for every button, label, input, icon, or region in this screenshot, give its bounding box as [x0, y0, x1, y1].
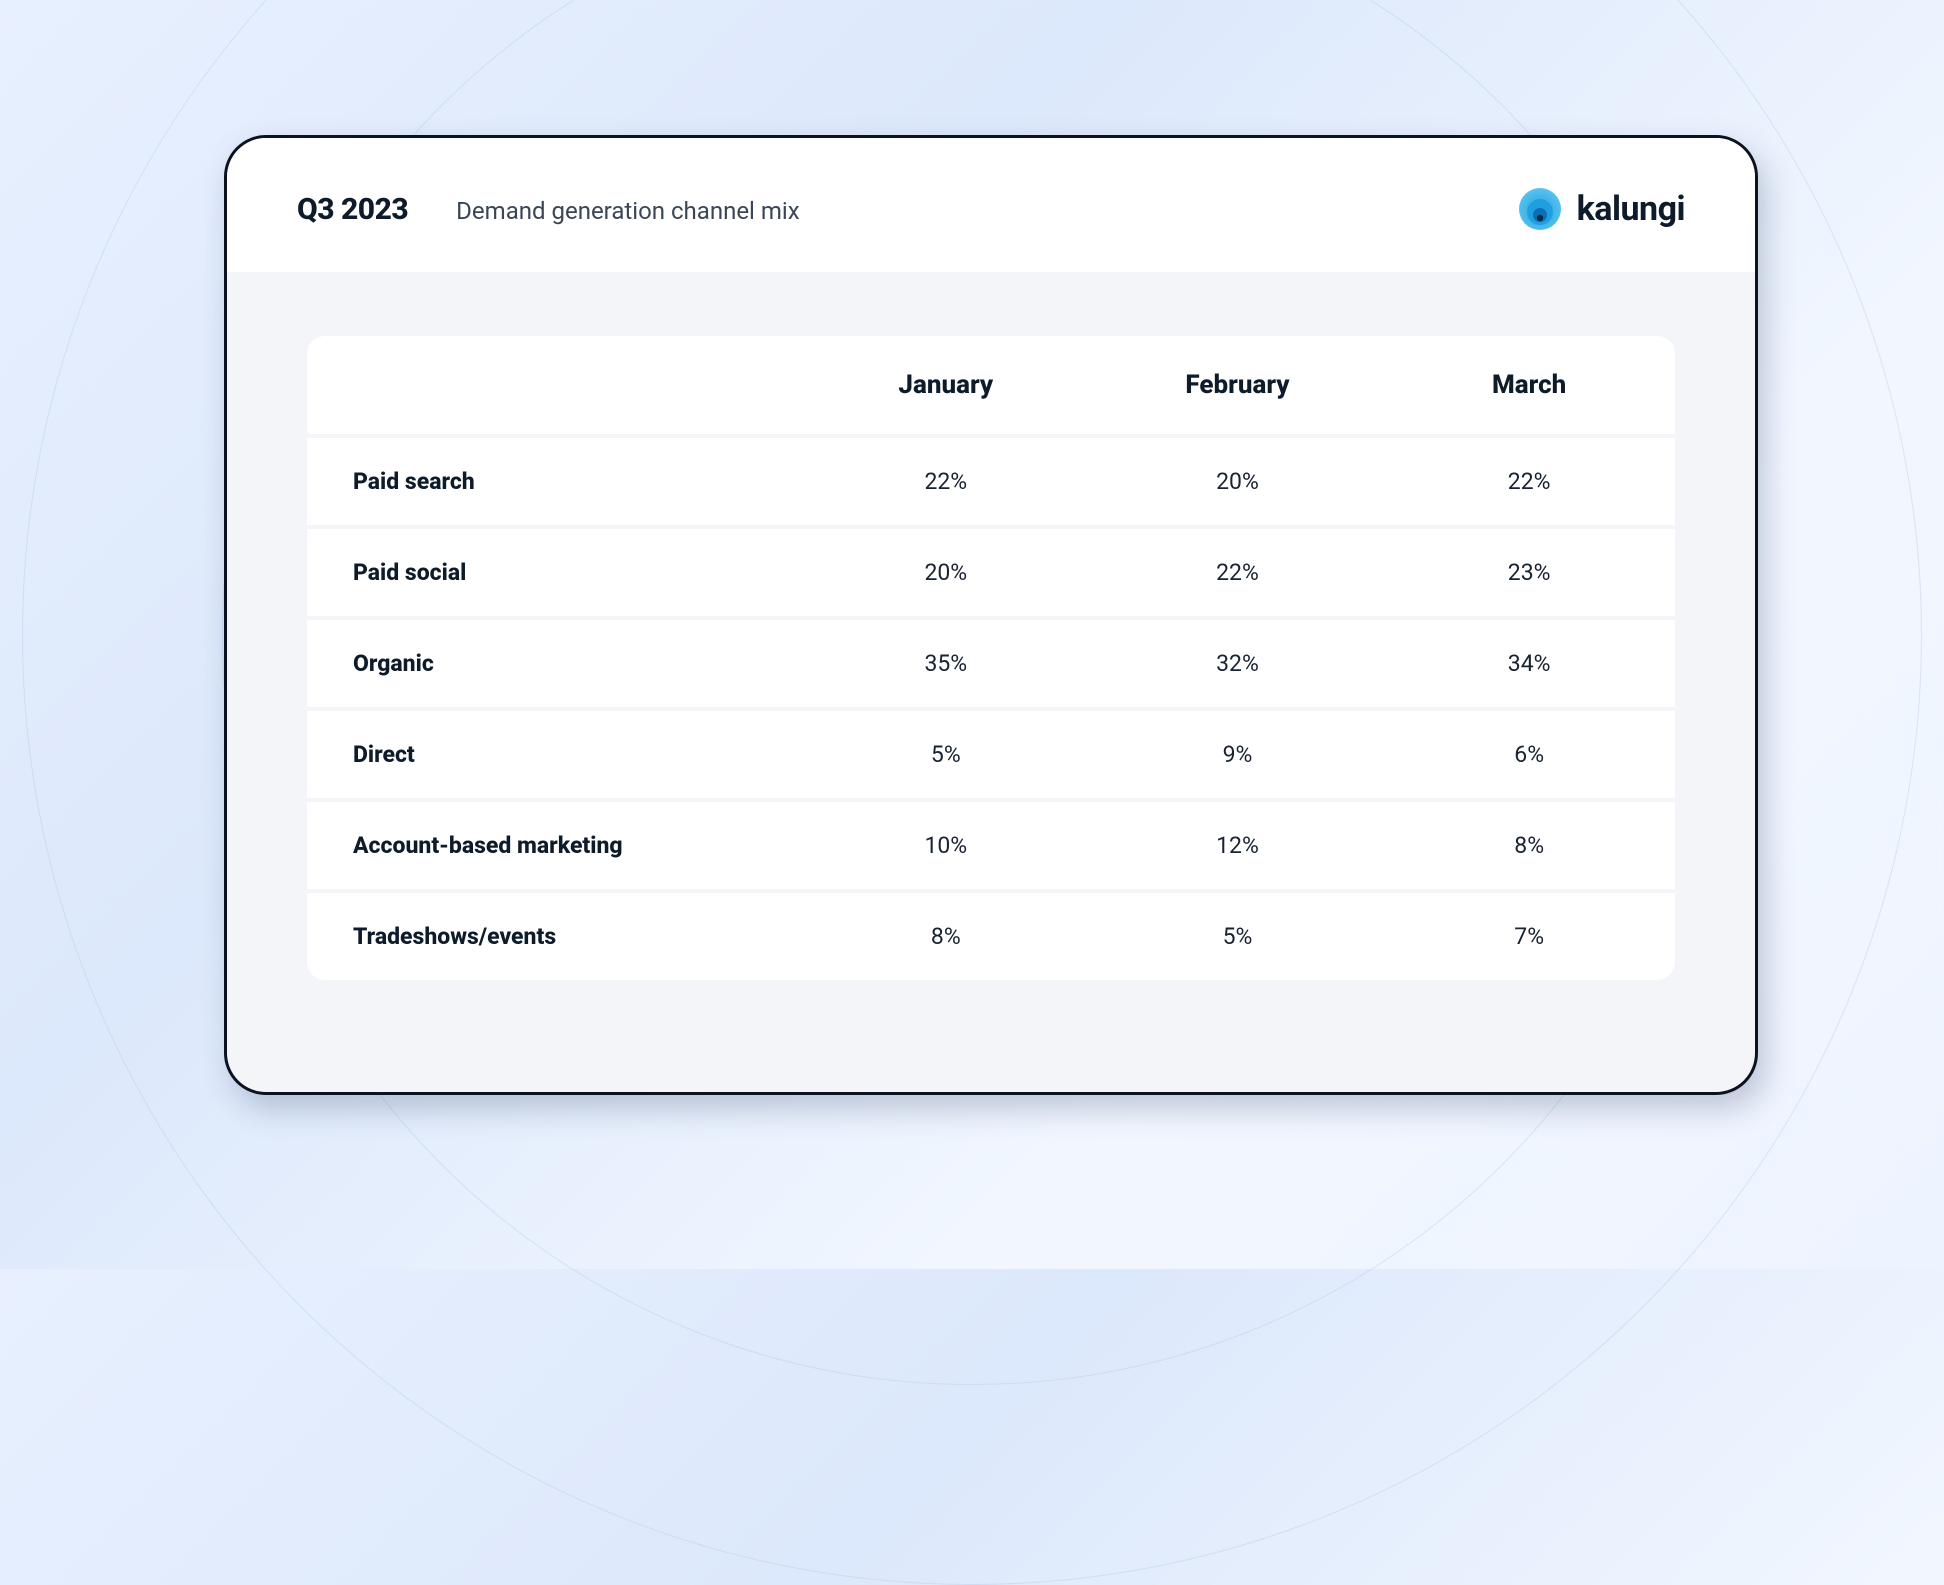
row-value: 35%: [800, 620, 1092, 707]
row-label: Organic: [307, 620, 800, 707]
table-header-month: March: [1383, 336, 1675, 434]
brand-name: kalungi: [1577, 189, 1685, 229]
report-period-title: Q3 2023: [297, 192, 408, 227]
row-value: 9%: [1092, 711, 1384, 798]
row-value: 8%: [1383, 802, 1675, 889]
row-value: 20%: [1092, 438, 1384, 525]
table-container: January February March Paid search22%20%…: [227, 272, 1755, 1044]
row-label: Account-based marketing: [307, 802, 800, 889]
table-header-row: January February March: [307, 336, 1675, 434]
row-value: 7%: [1383, 893, 1675, 980]
row-label: Tradeshows/events: [307, 893, 800, 980]
channel-mix-table: January February March Paid search22%20%…: [307, 332, 1675, 984]
table-header-month: February: [1092, 336, 1384, 434]
row-value: 23%: [1383, 529, 1675, 616]
card-header: Q3 2023 Demand generation channel mix: [227, 138, 1755, 272]
table-row: Organic35%32%34%: [307, 620, 1675, 707]
row-value: 32%: [1092, 620, 1384, 707]
row-value: 8%: [800, 893, 1092, 980]
row-value: 5%: [1092, 893, 1384, 980]
row-value: 6%: [1383, 711, 1675, 798]
row-label: Paid search: [307, 438, 800, 525]
table-row: Paid social20%22%23%: [307, 529, 1675, 616]
table-row: Account-based marketing10%12%8%: [307, 802, 1675, 889]
header-left: Q3 2023 Demand generation channel mix: [297, 192, 800, 227]
row-value: 22%: [1383, 438, 1675, 525]
report-subtitle: Demand generation channel mix: [456, 197, 799, 225]
table-row: Paid search22%20%22%: [307, 438, 1675, 525]
table-header-month: January: [800, 336, 1092, 434]
row-value: 20%: [800, 529, 1092, 616]
table-row: Tradeshows/events8%5%7%: [307, 893, 1675, 980]
row-value: 34%: [1383, 620, 1675, 707]
table-header-empty: [307, 336, 800, 434]
report-card: Q3 2023 Demand generation channel mix: [224, 135, 1758, 1095]
brand-lockup: kalungi: [1517, 186, 1685, 232]
table-row: Direct5%9%6%: [307, 711, 1675, 798]
row-label: Paid social: [307, 529, 800, 616]
kalungi-logo-icon: [1517, 186, 1563, 232]
row-value: 22%: [1092, 529, 1384, 616]
row-value: 12%: [1092, 802, 1384, 889]
row-label: Direct: [307, 711, 800, 798]
row-value: 22%: [800, 438, 1092, 525]
row-value: 5%: [800, 711, 1092, 798]
row-value: 10%: [800, 802, 1092, 889]
